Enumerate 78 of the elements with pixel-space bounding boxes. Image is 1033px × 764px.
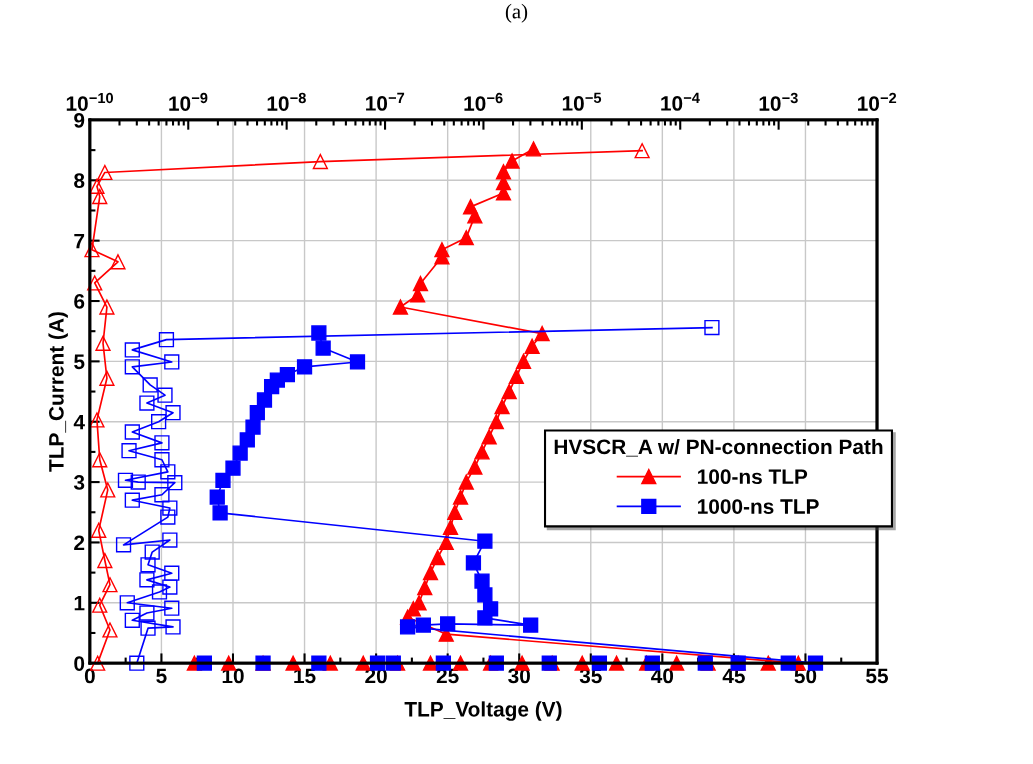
point xyxy=(495,164,512,180)
point xyxy=(474,573,490,589)
point xyxy=(515,353,532,370)
point xyxy=(415,617,431,633)
point xyxy=(458,474,474,490)
legend-title: HVSCR_A w/ PN-connection Path xyxy=(554,438,883,457)
point xyxy=(296,359,313,375)
point xyxy=(504,153,520,169)
x2-tick-label: 10$^{−8}$ xyxy=(267,92,306,111)
text: (a) xyxy=(505,3,528,23)
y-tick-label: 8 xyxy=(74,173,85,189)
x-tick-label: 10 xyxy=(222,668,244,684)
x-tick-label: 30 xyxy=(508,668,530,684)
point xyxy=(534,325,550,342)
x2-tick-label: 10$^{−5}$ xyxy=(562,92,602,111)
point xyxy=(458,230,474,246)
point xyxy=(417,580,433,596)
point xyxy=(430,549,446,566)
x-tick-label: 55 xyxy=(866,668,889,684)
legend-label: 1000-ns TLP xyxy=(698,499,819,514)
point xyxy=(501,383,517,400)
point xyxy=(467,459,483,475)
point xyxy=(477,587,493,603)
point xyxy=(465,555,482,571)
point xyxy=(212,505,228,521)
y-tick-label: 1 xyxy=(74,596,85,611)
y-axis-title: TLP_Current (A) xyxy=(48,312,68,472)
x2-tick-label: 10$^{−3}$ xyxy=(759,92,798,111)
y-tick-label: 2 xyxy=(74,535,85,550)
x-tick-label: 40 xyxy=(651,668,674,684)
point xyxy=(256,392,273,408)
x2-tick-label: 10$^{−6}$ xyxy=(464,92,503,111)
point xyxy=(422,564,439,581)
point xyxy=(462,199,479,215)
point xyxy=(245,419,261,435)
point xyxy=(279,367,296,383)
point xyxy=(477,533,493,549)
x-axis-title: TLP_Voltage (V) xyxy=(404,701,562,721)
x2-tick-label: 10$^{−10}$ xyxy=(66,92,113,111)
y-tick-label: 6 xyxy=(74,294,85,309)
y-tick-label: 5 xyxy=(74,354,85,370)
point xyxy=(452,489,469,505)
point xyxy=(311,325,327,341)
point xyxy=(209,489,225,505)
point xyxy=(447,504,463,520)
point xyxy=(440,616,456,632)
y-tick-label: 9 xyxy=(74,112,85,128)
point xyxy=(438,534,454,551)
point xyxy=(315,340,331,356)
x-tick-label: 15 xyxy=(294,668,316,684)
y-tick-label: 7 xyxy=(74,233,85,249)
point xyxy=(523,617,539,633)
x2-tick-label: 10$^{−2}$ xyxy=(858,92,897,111)
y-tick-label: 4 xyxy=(73,414,85,430)
x2-tick-label: 10$^{−4}$ xyxy=(661,92,700,111)
x-tick-label: 0 xyxy=(84,668,95,684)
y-tick-label: 0 xyxy=(74,656,85,671)
point xyxy=(392,299,409,315)
point xyxy=(434,242,450,258)
point xyxy=(525,141,542,157)
point xyxy=(225,460,241,476)
point xyxy=(232,445,248,461)
x2-tick-label: 10$^{−9}$ xyxy=(169,92,208,111)
y-tick-label: 3 xyxy=(73,475,85,490)
point xyxy=(412,275,429,292)
point xyxy=(488,414,504,430)
point xyxy=(215,472,231,488)
point xyxy=(481,429,497,445)
point xyxy=(349,354,366,370)
x2-tick-label: 10$^{−7}$ xyxy=(366,92,405,111)
point xyxy=(442,519,459,535)
legend-label: 100-ns TLP xyxy=(698,469,808,485)
x-tick-label: 5 xyxy=(156,668,167,684)
point xyxy=(524,338,540,354)
point xyxy=(399,619,416,635)
point xyxy=(508,368,525,385)
point xyxy=(474,444,490,460)
point xyxy=(494,398,510,415)
